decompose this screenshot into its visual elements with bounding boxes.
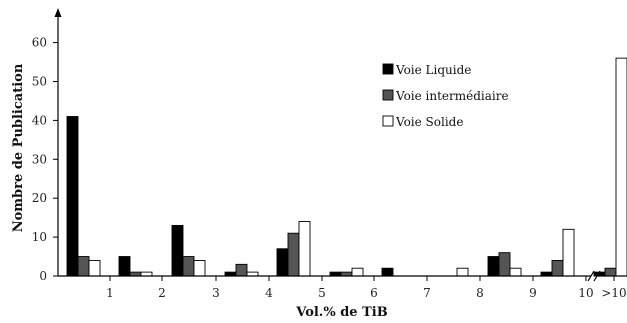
bar-1-9 xyxy=(551,259,564,277)
x-tick-label: 1 xyxy=(106,286,114,300)
axis-break-mark-right xyxy=(593,270,601,282)
bar-2-4 xyxy=(298,221,311,277)
bar-0-4 xyxy=(276,248,289,277)
bar-0-6 xyxy=(381,267,394,277)
bar-1-8 xyxy=(498,252,511,277)
y-tick-label: 20 xyxy=(32,191,47,205)
bar-2-10 xyxy=(615,57,627,277)
x-tick-label: 6 xyxy=(370,286,378,300)
x-tick-label: 2 xyxy=(158,286,166,300)
x-tick-label: 3 xyxy=(212,286,220,300)
axis-break-mark-left xyxy=(587,270,595,282)
legend-label-2: Voie Solide xyxy=(395,115,463,129)
bar-2-5 xyxy=(351,267,364,277)
bar-0-2 xyxy=(171,224,184,277)
bar-1-2 xyxy=(182,256,195,277)
bar-1-0 xyxy=(77,256,90,277)
x-tick-label: 8 xyxy=(476,286,484,300)
x-tick-label: 9 xyxy=(529,286,537,300)
bar-2-7 xyxy=(456,267,469,277)
x-tick-label: 10 xyxy=(578,286,593,300)
x-axis-title: Vol.% de TiB xyxy=(295,305,387,320)
bar-0-0 xyxy=(66,116,79,277)
legend: Voie Liquide Voie intermédiaire Voie Solid… xyxy=(382,63,509,129)
bar-2-9 xyxy=(562,228,575,277)
legend-swatch-0 xyxy=(382,63,394,75)
legend-swatch-2 xyxy=(382,115,394,127)
legend-label-0: Voie Liquide xyxy=(395,63,471,77)
x-tick-label: 5 xyxy=(318,286,326,300)
y-axis-arrow-icon xyxy=(54,8,62,17)
bar-0-8 xyxy=(487,256,500,277)
bar-0-1 xyxy=(118,256,131,277)
legend-label-1: Voie intermédiaire xyxy=(395,89,509,103)
bar-2-8 xyxy=(509,267,522,277)
bar-1-3 xyxy=(235,263,248,277)
x-tick-label: 7 xyxy=(423,286,431,300)
bars-group xyxy=(66,57,627,277)
bar-1-10 xyxy=(604,267,617,277)
x-tick-label: 4 xyxy=(265,286,273,300)
y-tick-label: 50 xyxy=(32,75,47,89)
x-ticks-group: 1 2 3 4 5 6 7 8 9 10 >10 xyxy=(106,276,627,300)
bar-2-2 xyxy=(193,259,206,277)
legend-swatch-1 xyxy=(382,89,394,101)
y-ticks-group: 0 10 20 30 40 50 60 xyxy=(32,36,58,283)
bar-2-0 xyxy=(88,259,101,277)
y-tick-label: 10 xyxy=(32,230,47,244)
x-tick-label: >10 xyxy=(601,286,626,300)
y-tick-label: 0 xyxy=(39,269,47,283)
bar-1-4 xyxy=(287,232,300,277)
y-tick-label: 40 xyxy=(32,113,47,127)
axes-group xyxy=(54,8,627,282)
y-tick-label: 30 xyxy=(32,152,47,166)
y-tick-label: 60 xyxy=(32,36,47,50)
y-axis-title: Nombre de Publication xyxy=(11,63,26,232)
